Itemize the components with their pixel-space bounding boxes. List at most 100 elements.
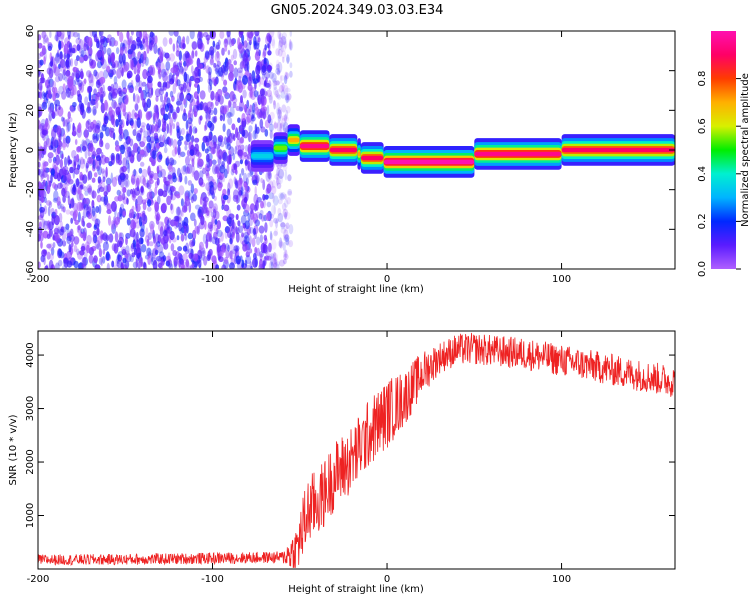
noise-speckle	[116, 259, 123, 269]
noise-speckle	[205, 135, 211, 143]
noise-speckle	[84, 127, 88, 139]
noise-speckle	[147, 199, 152, 207]
noise-speckle	[247, 131, 253, 142]
noise-speckle	[237, 37, 241, 48]
noise-speckle	[172, 250, 177, 257]
noise-speckle	[86, 184, 93, 193]
noise-speckle	[48, 243, 54, 251]
noise-speckle	[38, 70, 41, 76]
noise-speckle	[242, 129, 249, 139]
noise-speckle	[266, 201, 272, 208]
noise-speckle	[178, 222, 182, 232]
noise-speckle	[187, 110, 191, 119]
noise-speckle	[77, 186, 81, 195]
noise-speckle	[146, 98, 152, 109]
noise-speckle	[82, 210, 87, 219]
noise-speckle	[51, 80, 57, 89]
noise-speckle	[225, 243, 230, 251]
noise-speckle	[93, 108, 97, 115]
noise-speckle	[226, 34, 232, 45]
noise-speckle	[283, 258, 287, 265]
noise-speckle	[49, 253, 55, 261]
noise-speckle	[279, 193, 285, 201]
noise-speckle	[127, 48, 134, 55]
noise-speckle	[62, 132, 66, 142]
noise-speckle	[102, 90, 106, 97]
noise-speckle	[284, 87, 291, 93]
noise-speckle	[193, 218, 197, 227]
noise-speckle	[139, 149, 145, 155]
noise-speckle	[283, 114, 288, 123]
noise-speckle	[117, 253, 121, 261]
noise-speckle	[65, 59, 70, 67]
noise-speckle	[214, 115, 218, 123]
noise-speckle	[179, 209, 183, 217]
noise-speckle	[92, 123, 97, 134]
noise-speckle	[248, 131, 251, 143]
noise-speckle	[274, 90, 279, 98]
noise-speckle	[185, 156, 190, 166]
noise-speckle	[47, 152, 54, 159]
noise-speckle	[40, 197, 44, 203]
noise-speckle	[197, 208, 202, 218]
noise-speckle	[285, 105, 291, 114]
noise-speckle	[77, 158, 82, 168]
colorbar-strip	[711, 31, 736, 269]
noise-speckle	[99, 95, 103, 103]
noise-speckle	[280, 227, 287, 234]
noise-speckle	[86, 48, 92, 59]
noise-speckle	[76, 248, 80, 256]
noise-speckle	[94, 239, 101, 249]
noise-speckle	[192, 229, 197, 240]
noise-speckle	[134, 103, 139, 111]
noise-speckle	[243, 196, 248, 203]
noise-speckle	[224, 44, 228, 52]
noise-speckle	[227, 229, 232, 239]
noise-speckle	[228, 63, 234, 74]
noise-speckle	[122, 59, 127, 66]
noise-speckle	[47, 42, 53, 48]
noise-speckle	[142, 98, 146, 108]
noise-speckle	[185, 120, 189, 130]
noise-speckle	[208, 71, 212, 81]
noise-speckle	[140, 211, 144, 223]
noise-speckle	[251, 102, 256, 113]
noise-speckle	[96, 92, 103, 101]
noise-speckle	[230, 168, 235, 176]
noise-speckle	[235, 232, 240, 243]
noise-speckle	[43, 196, 47, 204]
noise-speckle	[96, 50, 103, 58]
noise-speckle	[256, 236, 261, 246]
noise-speckle	[274, 227, 278, 236]
noise-speckle	[166, 230, 171, 239]
noise-speckle	[134, 103, 139, 112]
noise-speckle	[135, 243, 141, 251]
noise-speckle	[229, 70, 234, 79]
noise-speckle	[105, 166, 108, 178]
noise-speckle	[126, 253, 132, 263]
noise-speckle	[92, 235, 95, 244]
noise-speckle	[275, 172, 279, 180]
noise-speckle	[65, 87, 71, 98]
ridge-band	[273, 145, 288, 151]
noise-speckle	[65, 58, 71, 69]
noise-speckle	[253, 193, 259, 205]
noise-speckle	[277, 48, 283, 57]
noise-speckle	[141, 168, 148, 178]
noise-speckle	[130, 242, 136, 250]
x-tick-label: -200	[27, 274, 50, 285]
noise-speckle	[282, 121, 289, 133]
noise-speckle	[170, 194, 177, 201]
noise-speckle	[110, 52, 116, 63]
noise-speckle	[191, 171, 195, 177]
noise-speckle	[276, 167, 280, 177]
noise-speckle	[188, 252, 194, 259]
noise-speckle	[258, 78, 262, 87]
noise-speckle	[191, 40, 198, 50]
noise-speckle	[50, 247, 55, 256]
noise-speckle	[268, 31, 275, 38]
noise-speckle	[190, 212, 196, 222]
noise-speckle	[278, 192, 285, 199]
noise-speckle	[213, 78, 217, 87]
noise-speckle	[245, 254, 252, 265]
